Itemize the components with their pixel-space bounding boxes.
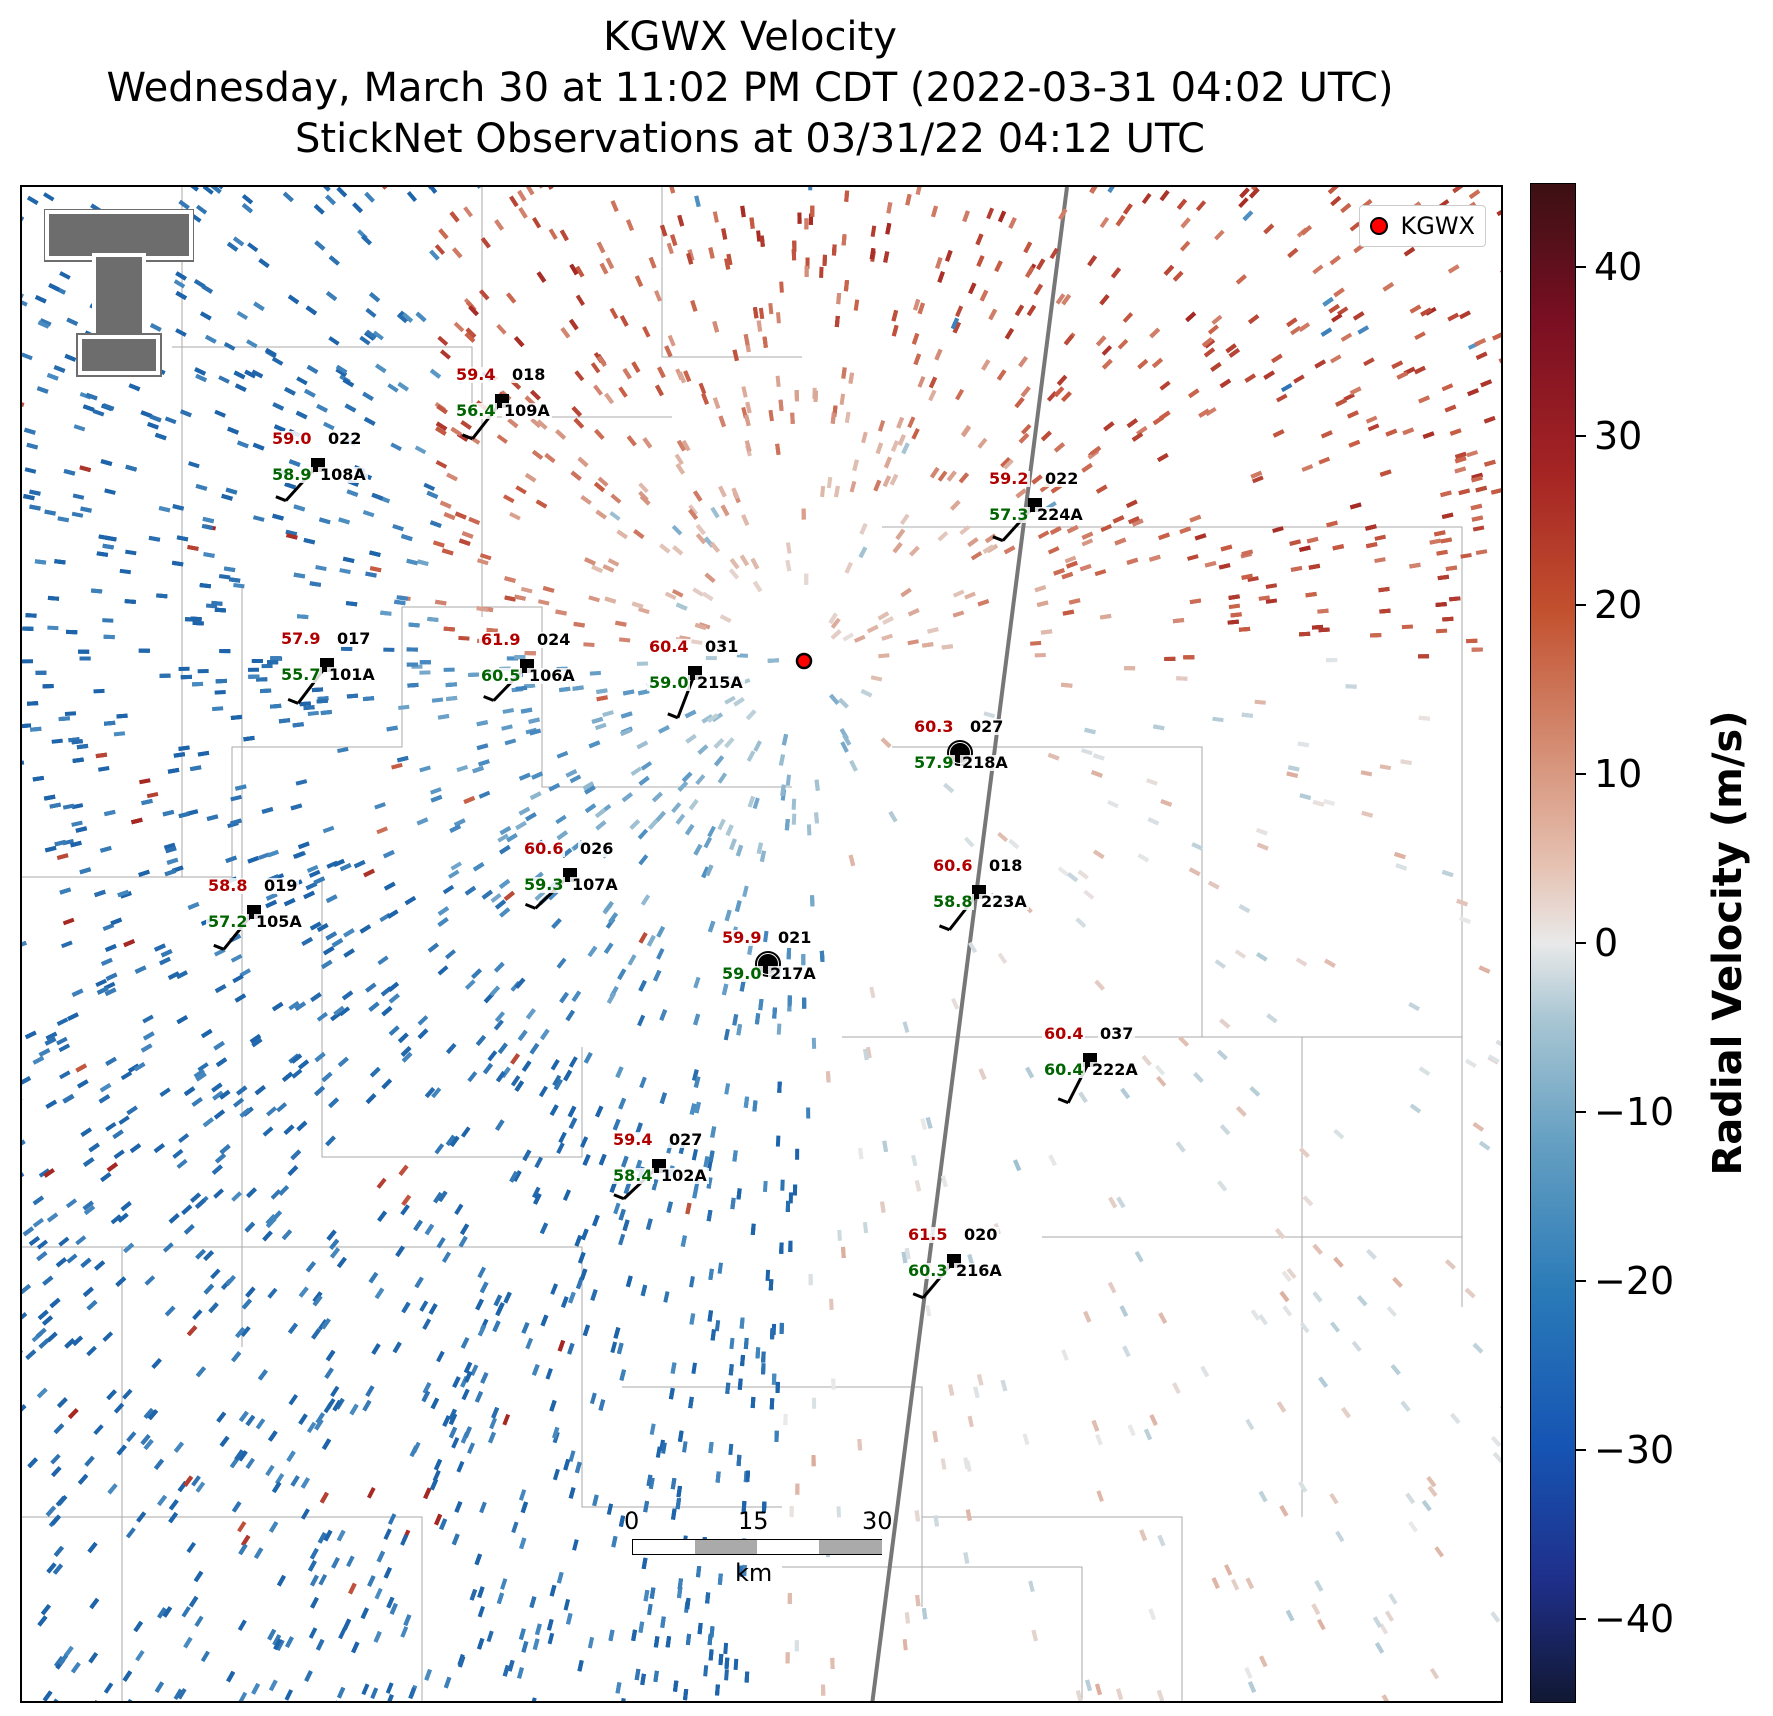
colorbar-tick-mark: [1576, 435, 1586, 438]
station-wind-direction: 022: [326, 429, 364, 448]
title-line-2: Wednesday, March 30 at 11:02 PM CDT (202…: [106, 65, 1394, 111]
station-temperature: 60.4: [1042, 1024, 1086, 1043]
texas-tech-logo: [44, 209, 194, 377]
county-boundaries: [22, 187, 1463, 1701]
colorbar: [1530, 183, 1576, 1703]
station-wind-direction: 017: [335, 629, 373, 648]
station-id: 223A: [979, 892, 1029, 911]
scale-tick-15: 15: [738, 1507, 769, 1535]
colorbar-tick-label: −10: [1594, 1089, 1675, 1134]
station-wind-direction: 018: [510, 365, 548, 384]
velocity-returns: [22, 187, 1501, 1701]
station-id: 216A: [954, 1261, 1004, 1280]
station-id: 108A: [318, 465, 368, 484]
station-temperature: 61.5: [906, 1225, 950, 1244]
colorbar-tick-label: −40: [1594, 1596, 1675, 1641]
station-temperature: 60.4: [647, 637, 691, 656]
station-dewpoint: 60.5: [479, 666, 523, 685]
scale-bar-track: [632, 1539, 882, 1555]
station-temperature: 60.3: [912, 717, 956, 736]
station-dewpoint: 57.3: [987, 505, 1031, 524]
scale-tick-0: 0: [624, 1507, 640, 1535]
station-temperature: 59.4: [454, 365, 498, 384]
scale-tick-30: 30: [862, 1507, 893, 1535]
station-dewpoint: 59.0: [720, 964, 764, 983]
station-id: 107A: [570, 875, 620, 894]
colorbar-tick-mark: [1576, 1279, 1586, 1282]
station-temperature: 59.4: [611, 1130, 655, 1149]
station-dewpoint: 59.3: [522, 875, 566, 894]
legend-marker-icon: [1370, 217, 1389, 235]
station-dewpoint: 55.7: [279, 665, 323, 684]
station-wind-direction: 021: [776, 928, 814, 947]
colorbar-tick-label: 20: [1594, 583, 1643, 628]
colorbar-tick-mark: [1576, 266, 1586, 269]
radar-site-marker: [795, 652, 813, 670]
station-temperature: 60.6: [522, 839, 566, 858]
station-wind-direction: 020: [962, 1225, 1000, 1244]
station-id: 109A: [502, 401, 552, 420]
station-wind-direction: 037: [1098, 1024, 1136, 1043]
colorbar-tick-label: −20: [1594, 1258, 1675, 1303]
station-temperature: 57.9: [279, 629, 323, 648]
station-dewpoint: 60.4: [1042, 1060, 1086, 1079]
colorbar-tick-mark: [1576, 1110, 1586, 1113]
colorbar-tick-label: 0: [1594, 921, 1619, 965]
station-id: 224A: [1035, 505, 1085, 524]
station-temperature: 59.2: [987, 469, 1031, 488]
station-id: 218A: [960, 753, 1010, 772]
title-line-1: KGWX Velocity: [603, 14, 897, 60]
colorbar-tick-mark: [1576, 1617, 1586, 1620]
scale-unit-label: km: [735, 1559, 773, 1587]
station-id: 217A: [768, 964, 818, 983]
station-id: 106A: [527, 666, 577, 685]
colorbar-tick-mark: [1576, 1448, 1586, 1451]
scale-bar: 0 15 30 km: [624, 1507, 902, 1607]
colorbar-tick-label: −30: [1594, 1427, 1675, 1472]
station-dewpoint: 60.3: [906, 1261, 950, 1280]
station-temperature: 58.8: [206, 876, 250, 895]
station-temperature: 59.9: [720, 928, 764, 947]
colorbar-title: Radial Velocity (m/s): [1705, 710, 1751, 1176]
colorbar-tick-label: 30: [1594, 414, 1643, 459]
station-dewpoint: 56.4: [454, 401, 498, 420]
station-wind-direction: 022: [1043, 469, 1081, 488]
title-line-3: StickNet Observations at 03/31/22 04:12 …: [295, 116, 1205, 162]
station-id: 215A: [695, 673, 745, 692]
station-id: 102A: [659, 1166, 709, 1185]
station-wind-direction: 024: [535, 630, 573, 649]
station-temperature: 61.9: [479, 630, 523, 649]
map-legend: KGWX: [1359, 205, 1486, 247]
station-dewpoint: 59.0: [647, 673, 691, 692]
station-wind-direction: 027: [667, 1130, 705, 1149]
station-dewpoint: 58.4: [611, 1166, 655, 1185]
station-wind-direction: 018: [987, 856, 1025, 875]
station-wind-direction: 031: [703, 637, 741, 656]
station-dewpoint: 57.9: [912, 753, 956, 772]
legend-label: KGWX: [1400, 212, 1475, 240]
colorbar-tick-mark: [1576, 773, 1586, 776]
station-dewpoint: 58.9: [270, 465, 314, 484]
station-id: 105A: [254, 912, 304, 931]
station-temperature: 60.6: [931, 856, 975, 875]
station-wind-direction: 026: [578, 839, 616, 858]
station-id: 101A: [327, 665, 377, 684]
station-wind-direction: 019: [262, 876, 300, 895]
station-dewpoint: 58.8: [931, 892, 975, 911]
station-dewpoint: 57.2: [206, 912, 250, 931]
colorbar-tick-label: 40: [1594, 245, 1643, 290]
station-wind-direction: 027: [968, 717, 1006, 736]
colorbar-tick-mark: [1576, 604, 1586, 607]
radar-map: KGWX 0 15 30 km 59.4 018 56.4 109A 59.0 022 58…: [20, 185, 1503, 1703]
station-temperature: 59.0: [270, 429, 314, 448]
station-id: 222A: [1090, 1060, 1140, 1079]
radar-velocity-field: [22, 187, 1501, 1701]
colorbar-tick-label: 10: [1594, 752, 1643, 797]
colorbar-tick-mark: [1576, 942, 1586, 944]
